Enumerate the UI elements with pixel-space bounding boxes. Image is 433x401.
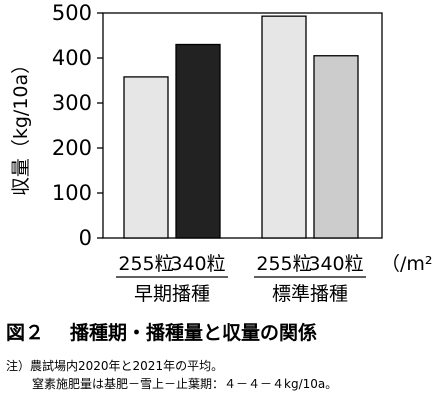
figure-title: 播種期・播種量と収量の関係	[70, 322, 318, 344]
y-tick-label: 400	[52, 46, 92, 70]
y-tick-label: 300	[52, 91, 92, 115]
category-label: 340粒	[170, 253, 225, 275]
figure-note-line-1: 注）農試場内2020年と2021年の平均。	[6, 359, 224, 373]
group-label: 早期播種	[134, 283, 210, 305]
bar	[261, 15, 307, 239]
plot-frame	[102, 12, 383, 239]
bar	[175, 43, 221, 239]
y-tick-label: 200	[52, 136, 92, 160]
group-label: 標準播種	[272, 283, 348, 305]
unit-label: （/m²）	[381, 253, 433, 275]
category-label: 340粒	[308, 253, 363, 275]
y-tick-label: 100	[52, 181, 92, 205]
y-tick-label: 0	[79, 226, 92, 250]
bar	[123, 76, 169, 239]
figure-caption: 図２ 播種期・播種量と収量の関係	[6, 318, 317, 345]
bar	[313, 55, 359, 239]
y-tick-label: 500	[52, 1, 92, 25]
category-label: 255粒	[256, 253, 311, 275]
figure-number: 図２	[6, 322, 45, 344]
y-axis-label: 収量（kg/10a）	[10, 55, 32, 196]
figure-note-line-2: 窒素施肥量は基肥－雪上－止葉期：４－４－４kg/10a。	[32, 377, 338, 391]
category-label: 255粒	[118, 253, 173, 275]
